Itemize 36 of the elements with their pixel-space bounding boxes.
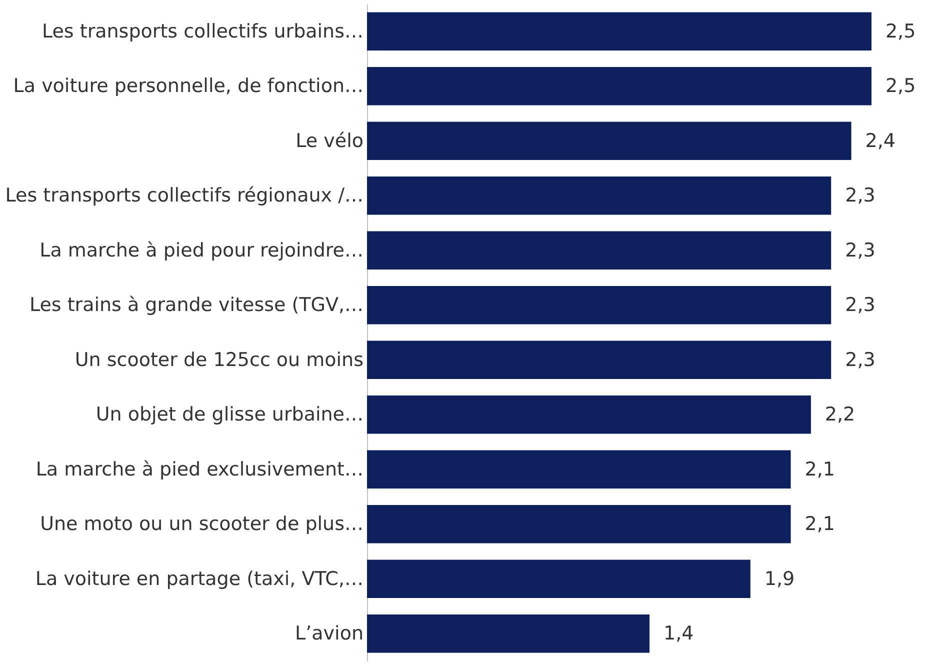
y-tick-label: Une moto ou un scooter de plus… [40, 513, 364, 536]
y-tick-label: Les transports collectifs régionaux /… [5, 184, 364, 207]
y-tick-label: L’avion [295, 622, 364, 645]
data-label: 2,1 [804, 458, 835, 480]
data-label: 2,1 [804, 513, 835, 536]
bar [367, 122, 852, 160]
data-label: 2,3 [845, 184, 876, 207]
data-label: 2,5 [885, 75, 916, 98]
bar [367, 66, 872, 106]
bar [367, 395, 811, 434]
y-tick-label: La marche à pied exclusivement… [36, 458, 364, 480]
y-tick-label: Un scooter de 125cc ou moins [74, 348, 364, 371]
bar [367, 340, 832, 380]
data-label: 2,3 [845, 239, 876, 262]
bar [367, 614, 650, 653]
y-tick-label: Un objet de glisse urbaine… [96, 404, 364, 426]
bar [367, 560, 750, 598]
data-label: 1,4 [664, 622, 694, 645]
y-tick-label: Le vélo [296, 130, 364, 152]
data-label: 2,3 [845, 294, 876, 316]
y-tick-label: La voiture personnelle, de fonction… [13, 75, 364, 98]
bar [367, 286, 832, 324]
data-label: 2,3 [845, 348, 876, 371]
bar [367, 12, 872, 51]
data-label: 2,4 [865, 130, 896, 152]
y-tick-label: La marche à pied pour rejoindre… [40, 239, 364, 262]
y-tick-label: Les transports collectifs urbains… [42, 20, 364, 42]
y-tick-label: La voiture en partage (taxi, VTC,… [35, 568, 364, 590]
data-label: 2,2 [824, 404, 856, 426]
data-label: 2,5 [885, 20, 916, 42]
bar [367, 176, 832, 215]
bar [367, 504, 791, 544]
y-tick-label: Les trains à grande vitesse (TGV,… [29, 294, 364, 316]
bar [367, 450, 791, 489]
bar [367, 231, 832, 270]
data-label: 1,9 [764, 568, 795, 590]
